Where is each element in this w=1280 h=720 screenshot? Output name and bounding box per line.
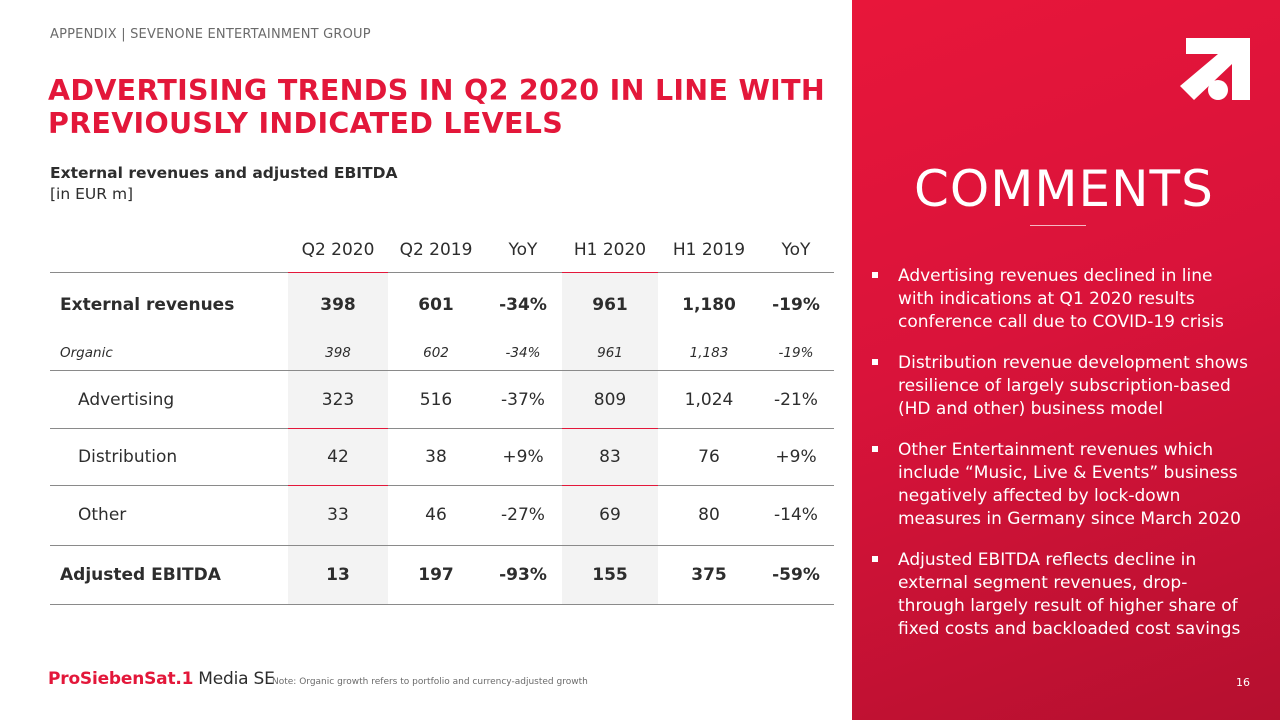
cell-advertising-yoy-q2: -37% xyxy=(501,390,545,410)
row-label-organic: Organic xyxy=(60,345,113,361)
cell-advertising-h1-2020: 809 xyxy=(593,390,627,410)
cell-other-yoy-q2: -27% xyxy=(501,505,545,525)
comment-text: Other Entertainment revenues which inclu… xyxy=(898,440,1241,529)
table-line-distribution-shade-2 xyxy=(562,485,658,486)
cell-ebitda-h1-2020: 155 xyxy=(592,565,628,585)
footnote: Note: Organic growth refers to portfolio… xyxy=(272,677,588,687)
cell-distribution-yoy-h1: +9% xyxy=(775,447,817,467)
cell-distribution-yoy-q2: +9% xyxy=(502,447,544,467)
table-line-top-3 xyxy=(658,272,834,273)
cell-external-yoy-q2: -34% xyxy=(499,295,547,315)
cell-distribution-h1-2020: 83 xyxy=(599,447,621,467)
bullet-square-icon xyxy=(872,556,878,562)
cell-other-q2-2020: 33 xyxy=(327,505,349,525)
col-head-yoy-h1: YoY xyxy=(781,240,811,260)
cell-organic-q2-2019: 602 xyxy=(423,345,449,361)
cell-organic-q2-2020: 398 xyxy=(325,345,351,361)
table-subtitle: External revenues and adjusted EBITDA xyxy=(50,164,398,182)
table-line-advertising-3 xyxy=(658,428,834,429)
cell-organic-yoy-q2: -34% xyxy=(505,345,541,361)
table-line-advertising-shade-2 xyxy=(562,428,658,429)
table-line-advertising-shade-1 xyxy=(288,428,388,429)
cell-advertising-q2-2019: 516 xyxy=(419,390,453,410)
row-label-external-revenues: External revenues xyxy=(60,295,235,315)
cell-advertising-yoy-h1: -21% xyxy=(774,390,818,410)
table-line-top-shade-1 xyxy=(288,272,388,273)
cell-organic-yoy-h1: -19% xyxy=(778,345,814,361)
row-label-distribution: Distribution xyxy=(78,447,178,467)
comments-panel xyxy=(852,0,1280,720)
table-line-other xyxy=(50,545,834,546)
brand-suffix: Media SE xyxy=(198,669,275,689)
section-kicker: APPENDIX | SEVENONE ENTERTAINMENT GROUP xyxy=(50,27,371,42)
bullet-square-icon xyxy=(872,359,878,365)
cell-external-yoy-h1: -19% xyxy=(772,295,820,315)
cell-external-q2-2020: 398 xyxy=(320,295,356,315)
slide-title: ADVERTISING TRENDS IN Q2 2020 IN LINE WI… xyxy=(48,74,825,140)
cell-other-yoy-h1: -14% xyxy=(774,505,818,525)
col-head-h1-2019: H1 2019 xyxy=(672,240,746,260)
row-label-adjusted-ebitda: Adjusted EBITDA xyxy=(60,565,221,585)
table-line-distribution-2 xyxy=(388,485,562,486)
cell-ebitda-yoy-h1: -59% xyxy=(772,565,820,585)
page-number: 16 xyxy=(1236,676,1250,689)
table-line-top-shade-2 xyxy=(562,272,658,273)
table-line-distribution xyxy=(50,485,288,486)
comment-bullet: Advertising revenues declined in line wi… xyxy=(872,265,1252,334)
cell-distribution-q2-2019: 38 xyxy=(425,447,447,467)
slide-main-area: APPENDIX | SEVENONE ENTERTAINMENT GROUP … xyxy=(48,27,834,689)
cell-ebitda-q2-2019: 197 xyxy=(418,565,454,585)
comment-text: Adjusted EBITDA reflects decline in exte… xyxy=(898,550,1241,639)
col-head-q2-2019: Q2 2019 xyxy=(399,240,473,260)
cell-distribution-h1-2019: 76 xyxy=(698,447,720,467)
comment-bullet: Adjusted EBITDA reflects decline in exte… xyxy=(872,549,1252,641)
table-line-distribution-shade-1 xyxy=(288,485,388,486)
col-head-q2-2020: Q2 2020 xyxy=(301,240,375,260)
table-line-top-2 xyxy=(388,272,562,273)
cell-other-h1-2020: 69 xyxy=(599,505,621,525)
comment-text: Distribution revenue development shows r… xyxy=(898,353,1248,419)
cell-ebitda-yoy-q2: -93% xyxy=(499,565,547,585)
col-head-yoy-q2: YoY xyxy=(508,240,538,260)
comment-bullet: Distribution revenue development shows r… xyxy=(872,352,1252,421)
cell-organic-h1-2020: 961 xyxy=(597,345,623,361)
cell-advertising-q2-2020: 323 xyxy=(321,390,355,410)
cell-other-h1-2019: 80 xyxy=(698,505,720,525)
comment-text: Advertising revenues declined in line wi… xyxy=(898,266,1224,332)
table-line-advertising xyxy=(50,428,288,429)
shade-h1-2020 xyxy=(562,272,658,605)
table-unit: [in EUR m] xyxy=(50,185,134,203)
cell-ebitda-q2-2020: 13 xyxy=(326,565,350,585)
brand-name: ProSiebenSat.1 xyxy=(48,669,194,689)
comments-heading: COMMENTS xyxy=(914,160,1214,218)
bullet-square-icon xyxy=(872,272,878,278)
comments-list: Advertising revenues declined in line wi… xyxy=(872,265,1252,659)
row-label-other: Other xyxy=(78,505,127,525)
prosieben-logo-icon xyxy=(1180,38,1250,100)
table-line-distribution-3 xyxy=(658,485,834,486)
cell-ebitda-h1-2019: 375 xyxy=(691,565,727,585)
bullet-square-icon xyxy=(872,446,878,452)
cell-organic-h1-2019: 1,183 xyxy=(689,345,729,361)
cell-external-q2-2019: 601 xyxy=(418,295,454,315)
table-line-advertising-2 xyxy=(388,428,562,429)
row-label-advertising: Advertising xyxy=(78,390,175,410)
table-line-bottom xyxy=(50,604,834,605)
cell-distribution-q2-2020: 42 xyxy=(327,447,349,467)
cell-external-h1-2019: 1,180 xyxy=(682,295,736,315)
comment-bullet: Other Entertainment revenues which inclu… xyxy=(872,439,1252,531)
brand-logo: ProSiebenSat.1 Media SE xyxy=(48,669,275,689)
comments-divider xyxy=(1030,225,1086,226)
shade-q2-2020 xyxy=(288,272,388,605)
cell-other-q2-2019: 46 xyxy=(425,505,447,525)
table-line-organic xyxy=(50,370,834,371)
cell-advertising-h1-2019: 1,024 xyxy=(684,390,734,410)
table-line-top xyxy=(50,272,288,273)
col-head-h1-2020: H1 2020 xyxy=(573,240,647,260)
cell-external-h1-2020: 961 xyxy=(592,295,628,315)
